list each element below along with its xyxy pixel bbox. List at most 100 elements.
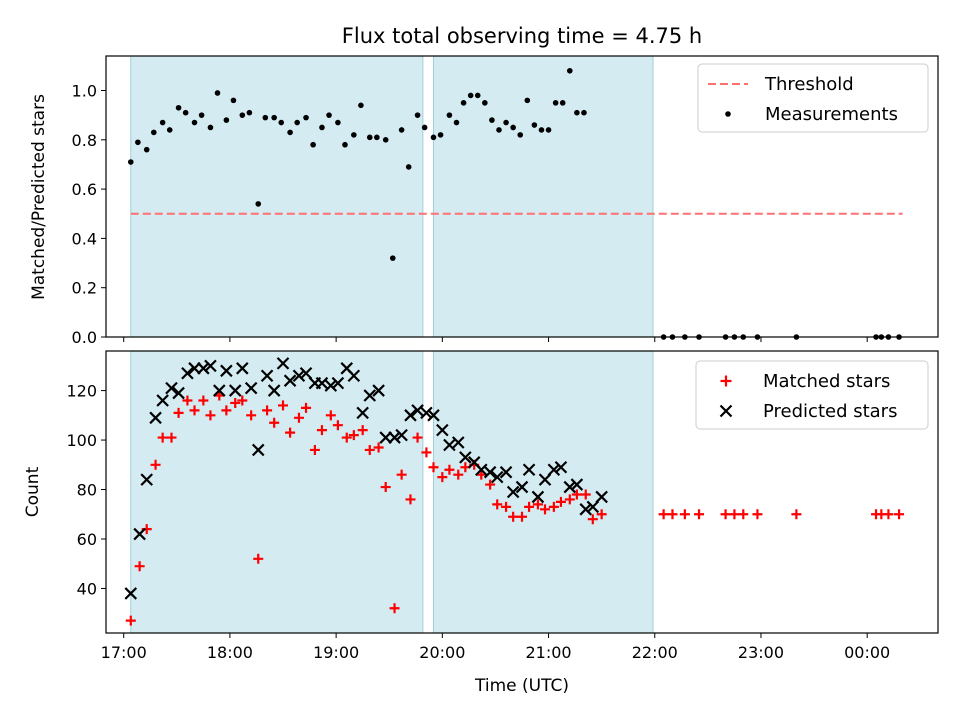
matched-stars-point: [658, 509, 669, 520]
matched-stars-point: [150, 459, 161, 470]
x-tick-label: 17:00: [101, 643, 147, 662]
y-tick-label: 0.8: [72, 131, 97, 150]
predicted-stars-point: [356, 406, 369, 420]
matched-stars-point: [230, 397, 241, 408]
predicted-stars-point: [276, 357, 290, 370]
matched-stars-point: [262, 405, 273, 416]
matched-stars-point: [325, 410, 336, 421]
measurements-point: [437, 132, 444, 138]
predicted-stars-point: [579, 503, 593, 516]
predicted-stars-point: [228, 384, 242, 397]
y-tick-label: 0.2: [72, 279, 97, 298]
predicted-stars-point: [236, 362, 249, 375]
predicted-stars-point: [554, 460, 568, 474]
predicted-stars-point: [172, 386, 185, 400]
predicted-stars-point: [372, 384, 385, 397]
measurements-point: [255, 201, 262, 207]
matched-stars-point: [364, 444, 375, 455]
matched-stars-point: [894, 509, 905, 520]
predicted-stars-point: [156, 394, 169, 407]
measurements-point: [303, 114, 309, 121]
x-tick-label: 18:00: [207, 643, 253, 662]
matched-stars-point: [548, 501, 559, 512]
measurements-point: [271, 114, 277, 121]
matched-stars-point: [667, 509, 678, 520]
matched-stars-point: [253, 553, 264, 564]
measurements-point: [538, 127, 545, 133]
measurements-point: [503, 119, 509, 126]
matched-stars-point: [421, 447, 432, 458]
x-axis-label: Time (UTC): [474, 676, 569, 696]
measurements-point: [552, 100, 559, 106]
measurements-point: [287, 129, 293, 136]
measurements-point: [223, 117, 230, 123]
predicted-stars-point: [149, 411, 162, 425]
measurements-point: [366, 134, 373, 141]
matched-stars-point: [348, 430, 359, 441]
y-tick-label: 0.6: [72, 180, 97, 199]
predicted-stars-point: [299, 366, 313, 380]
matched-stars-point: [694, 509, 705, 520]
y-tick-label: 60: [77, 530, 97, 549]
predicted-stars-point: [395, 428, 408, 442]
predicted-stars-point: [244, 381, 258, 395]
measurements-point: [319, 124, 325, 131]
measurements-point: [446, 112, 453, 118]
matched-stars-point: [571, 489, 582, 500]
matched-stars-point: [752, 509, 763, 520]
matched-stars-point: [173, 407, 184, 418]
matched-stars-point: [278, 400, 289, 411]
legend-label: Matched stars: [763, 371, 890, 392]
predicted-stars-point: [443, 438, 456, 452]
y-tick-label: 0.4: [72, 229, 97, 248]
x-tick-label: 22:00: [632, 643, 678, 662]
predicted-stars-point: [475, 463, 488, 477]
y-tick-label: 80: [77, 481, 97, 500]
matched-stars-point: [189, 405, 200, 416]
matched-stars-point: [332, 420, 343, 431]
matched-stars-point: [389, 603, 400, 614]
matched-stars-point: [316, 425, 327, 436]
predicted-stars-point: [260, 369, 274, 383]
measurements-point: [430, 134, 437, 141]
top-y-axis-label: Matched/Predicted stars: [29, 94, 49, 300]
measurements-point: [351, 132, 357, 138]
matched-stars-point: [373, 442, 384, 453]
measurements-point: [581, 109, 587, 116]
measurements-point: [545, 127, 552, 133]
measurements-point: [342, 141, 348, 148]
matched-stars-point: [221, 405, 232, 416]
observing-window-1: [130, 350, 424, 634]
measurements-point: [143, 146, 150, 153]
measurements-point: [524, 97, 531, 104]
predicted-stars-point: [331, 376, 345, 390]
predicted-stars-point: [459, 451, 472, 464]
measurements-point: [246, 109, 253, 116]
predicted-stars-point: [490, 470, 504, 484]
predicted-stars-point: [420, 406, 433, 420]
predicted-stars-point: [483, 465, 497, 479]
measurements-point: [159, 119, 166, 126]
observing-window-2: [432, 55, 654, 338]
x-tick-label: 23:00: [738, 643, 784, 662]
measurements-point: [278, 119, 285, 126]
observing-window-1: [130, 55, 424, 338]
legend-label: Threshold: [764, 74, 854, 95]
matched-stars-point: [883, 509, 894, 520]
matched-stars-point: [564, 494, 575, 505]
measurements-point: [326, 112, 332, 118]
predicted-stars-point: [220, 364, 233, 378]
matched-stars-point: [293, 412, 304, 423]
measurements-point: [489, 117, 495, 123]
legend-label: Measurements: [765, 104, 898, 125]
measurements-point: [214, 90, 221, 96]
matched-stars-point: [508, 511, 519, 522]
matched-stars-point: [396, 469, 407, 480]
matched-stars-point: [301, 402, 312, 413]
predicted-stars-point: [411, 404, 424, 417]
measurements-point: [374, 134, 380, 141]
predicted-stars-point: [515, 480, 529, 494]
matched-stars-point: [357, 425, 368, 436]
predicted-stars-point: [547, 463, 561, 477]
measurements-point: [150, 129, 157, 136]
